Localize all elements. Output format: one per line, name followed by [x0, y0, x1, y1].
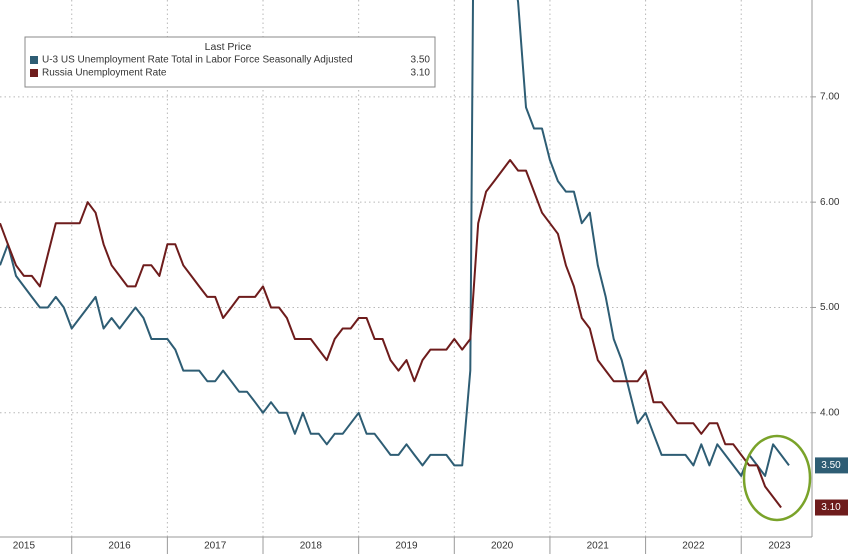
- legend-title: Last Price: [205, 41, 252, 53]
- last-price-box: [815, 457, 848, 474]
- highlight-circle: [742, 434, 812, 522]
- x-tick-label: 2017: [204, 541, 227, 552]
- legend-box: [24, 36, 436, 88]
- last-price-box: [815, 499, 848, 516]
- x-tick-label: 2023: [768, 541, 791, 552]
- legend-label: Russia Unemployment Rate: [42, 68, 167, 79]
- legend-value: 3.10: [411, 68, 431, 79]
- lines: [0, 0, 790, 509]
- legend-value: 3.50: [411, 55, 431, 66]
- x-tick-label: 2019: [395, 541, 418, 552]
- series-line: [0, 159, 782, 509]
- x-tick-label: 2021: [587, 541, 610, 552]
- y-tick-label: 7.00: [820, 92, 840, 103]
- legend: Last Price U-3 US Unemployment Rate Tota…: [24, 36, 436, 88]
- x-tick-label: 2020: [491, 541, 514, 552]
- y-tick-label: 5.00: [820, 302, 840, 313]
- last-price-label: 3.10: [821, 502, 841, 513]
- legend-swatch: [30, 56, 38, 64]
- x-tick-label: 2016: [108, 541, 131, 552]
- legend-label: U-3 US Unemployment Rate Total in Labor …: [42, 55, 353, 66]
- legend-swatch: [30, 69, 38, 77]
- last-price-label: 3.50: [821, 460, 841, 471]
- y-tick-label: 4.00: [820, 407, 840, 418]
- x-tick-label: 2018: [300, 541, 323, 552]
- x-tick-label: 2015: [13, 541, 36, 552]
- x-tick-label: 2022: [682, 541, 705, 552]
- series-line: [0, 0, 790, 477]
- y-tick-label: 6.00: [820, 197, 840, 208]
